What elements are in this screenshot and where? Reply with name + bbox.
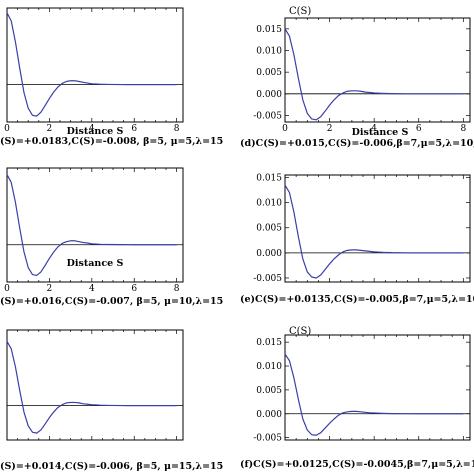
- y-tick-label: 0.000: [256, 410, 282, 420]
- panel-caption: (S)=+0.0183,C(S)=-0.008, β=5, μ=5,λ=15: [0, 136, 223, 147]
- y-tick-label: 0.000: [256, 90, 282, 100]
- x-tick-label: 4: [89, 124, 95, 134]
- y-axis-label: C(S): [289, 326, 311, 337]
- x-tick-label: 6: [131, 284, 137, 294]
- x-tick-label: 2: [47, 284, 53, 294]
- series-line: [284, 28, 464, 121]
- y-tick-label: -0.005: [253, 434, 282, 444]
- plot-frame: [284, 174, 471, 283]
- x-tick-label: 4: [371, 124, 377, 134]
- series-line: [6, 174, 177, 277]
- plot-frame: [284, 17, 471, 123]
- y-tick-label: 0.005: [256, 68, 282, 78]
- plot-frame: [6, 167, 184, 283]
- chart-panel-3: 0 2 4 6 8 Distance S (S)=+0.016,C(S)=-0.007, β…: [0, 167, 223, 307]
- x-tick-label: 6: [416, 124, 422, 134]
- y-tick-label: 0.015: [256, 338, 282, 348]
- y-tick-label: 0.010: [256, 199, 282, 209]
- chart-panel-1: 0 2 4 6 8 Distance S(S)=+0.0183,C(S)=-0.008, …: [0, 7, 223, 147]
- y-tick-label: 0.010: [256, 362, 282, 372]
- series-line: [6, 12, 177, 117]
- chart-panel-2: 0 2 4 6 8 0.015 0.010 0.005 0.000 -0.005 Distance …: [240, 6, 474, 149]
- plot-frame: [6, 7, 184, 123]
- x-tick-label: 8: [174, 124, 180, 134]
- y-tick-label: 0.005: [256, 386, 282, 396]
- x-tick-label: 0: [282, 124, 288, 134]
- chart-panel-4: 0.015 0.010 0.005 0.000 -0.005 (e)C(S)=+0.013…: [240, 174, 474, 305]
- x-tick-label: 8: [174, 284, 180, 294]
- x-tick-label: 2: [47, 124, 53, 134]
- x-tick-label: 6: [131, 124, 137, 134]
- x-tick-label: 8: [460, 124, 466, 134]
- y-axis-label: C(S): [289, 6, 311, 17]
- y-tick-label: 0.000: [256, 249, 282, 259]
- y-tick-label: 0.015: [256, 174, 282, 184]
- x-tick-label: 2: [327, 124, 333, 134]
- series-line: [284, 353, 464, 436]
- x-tick-label: 4: [89, 284, 95, 294]
- y-tick-label: -0.005: [253, 112, 282, 122]
- series-line: [6, 341, 177, 434]
- y-tick-label: 0.005: [256, 224, 282, 234]
- panel-caption: (e)C(S)=+0.0135,C(S)=-0.005,β=7,μ=5,λ=10…: [240, 294, 474, 305]
- panel-caption: (f)C(S)=+0.0125,C(S)=-0.0045,β=7,μ=5,λ=1…: [240, 459, 474, 470]
- x-tick-label: 0: [4, 124, 10, 134]
- panel-caption: (S)=+0.016,C(S)=-0.007, β=5, μ=10,λ=15: [0, 296, 223, 307]
- y-tick-label: -0.005: [253, 274, 282, 284]
- y-tick-label: 0.010: [256, 47, 282, 57]
- x-axis-label: Distance S: [67, 126, 124, 137]
- x-axis-label: Distance S: [67, 258, 124, 269]
- x-axis-label: Distance S: [352, 127, 409, 138]
- chart-panel-5: (S)=+0.014,C(S)=-0.006, β=5, μ=15,λ=15: [0, 329, 223, 472]
- panel-caption: (d)C(S)=+0.015,C(S)=-0.006,β=7,μ=5,λ=10,…: [240, 138, 474, 149]
- plot-frame: [6, 329, 184, 441]
- panel-caption: (S)=+0.014,C(S)=-0.006, β=5, μ=15,λ=15: [0, 461, 223, 472]
- y-tick-label: 0.015: [256, 25, 282, 35]
- x-tick-label: 0: [4, 284, 10, 294]
- chart-panel-6: 0.015 0.010 0.005 0.000 -0.005 C(S) (f)C(S)=+0…: [240, 326, 474, 470]
- series-line: [284, 184, 464, 279]
- plot-frame: [284, 334, 471, 441]
